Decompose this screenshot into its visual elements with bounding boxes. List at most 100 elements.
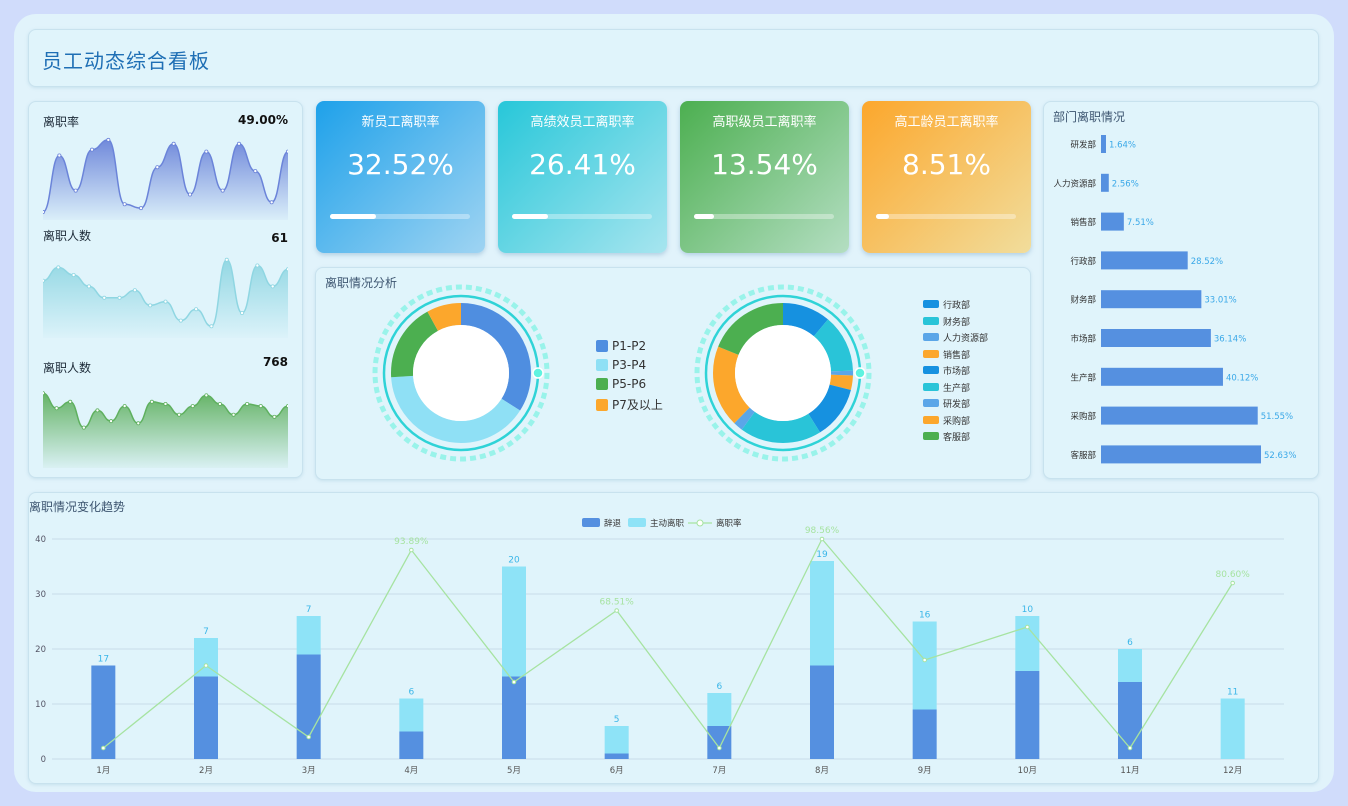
- bar-resign: [502, 566, 526, 677]
- legend-item[interactable]: P3-P4: [596, 358, 646, 372]
- sparkline-point: [81, 425, 86, 430]
- legend-swatch: [596, 378, 608, 390]
- legend-label: 销售部: [943, 350, 971, 361]
- dept-bar: [1101, 329, 1211, 347]
- legend-label: 研发部: [943, 400, 971, 410]
- legend-item[interactable]: 研发部: [923, 397, 970, 410]
- spark-label-count-2: 离职人数: [43, 361, 92, 375]
- sparkline-point: [220, 188, 225, 193]
- dept-bar: [1101, 212, 1124, 231]
- legend-label: 行政部: [943, 301, 971, 311]
- sparkline-point: [122, 202, 127, 207]
- dept-value-label: 28.52%: [1191, 257, 1223, 267]
- dept-name: 采购部: [1070, 411, 1096, 422]
- spark-value-count: 61: [271, 231, 288, 245]
- legend-label: P3-P4: [612, 358, 647, 372]
- legend-item[interactable]: 采购部: [923, 414, 970, 427]
- rate-label: 93.89%: [394, 537, 429, 547]
- legend-item[interactable]: 生产部: [923, 381, 970, 394]
- legend-swatch: [923, 316, 939, 325]
- legend-label: P1-P2: [612, 339, 647, 353]
- sparkline-point: [178, 318, 183, 323]
- x-tick-label: 3月: [302, 766, 316, 776]
- legend-item[interactable]: 销售部: [923, 348, 970, 361]
- sparkline-panel: 离职率 49.00% 离职人数 61 离职人数 768: [28, 101, 303, 478]
- spark-value-count-2: 768: [262, 355, 288, 369]
- bar-total-label: 7: [203, 627, 209, 637]
- dept-value-label: 52.63%: [1264, 451, 1296, 461]
- donut-marker: [532, 367, 544, 379]
- legend-item[interactable]: P7及以上: [596, 396, 663, 413]
- rate-sparkline: [43, 137, 288, 220]
- legend-label: P5-P6: [612, 377, 647, 391]
- page-title: 员工动态综合看板: [42, 49, 210, 73]
- kpi-label: 高绩效员工离职率: [530, 115, 635, 130]
- dept-bar: [1101, 173, 1109, 192]
- sparkline-point: [117, 295, 122, 300]
- sparkline-point: [54, 406, 59, 411]
- bar-resign: [1118, 649, 1142, 682]
- dept-bar-chart: 研发部 1.64% 人力资源部 2.56% 销售部 7.51% 行政部 28.52% 财务部 33…: [1053, 135, 1296, 464]
- legend-item[interactable]: 市场部: [923, 364, 970, 377]
- x-tick-label: 10月: [1018, 766, 1037, 776]
- sparkline-point: [148, 303, 153, 308]
- legend-item[interactable]: P5-P6: [596, 377, 646, 391]
- rate-point: [819, 536, 825, 542]
- sparkline-point: [286, 404, 288, 409]
- legend-label: 财务部: [943, 317, 971, 328]
- bar-dismiss: [91, 665, 116, 759]
- rate-point: [1127, 745, 1133, 751]
- x-tick-label: 7月: [712, 766, 726, 776]
- dept-bar: [1101, 367, 1223, 386]
- dept-value-label: 36.14%: [1214, 335, 1246, 345]
- sparkline-point: [190, 404, 195, 409]
- spark-label-rate: 离职率: [43, 115, 80, 129]
- donut-slice: [391, 303, 531, 443]
- legend-item[interactable]: P1-P2: [596, 339, 646, 353]
- sparkline-point: [270, 284, 275, 289]
- trend-title: 离职情况变化趋势: [29, 500, 126, 514]
- rate-point: [1025, 624, 1030, 630]
- bar-resign: [1220, 698, 1245, 759]
- legend-label-resign: 主动离职: [650, 518, 685, 529]
- dept-value-label: 33.01%: [1204, 296, 1236, 306]
- kpi-card-new-employee: 新员工离职率 32.52%: [316, 101, 485, 253]
- dept-name: 行政部: [1070, 256, 1096, 267]
- legend-item[interactable]: 财务部: [923, 315, 970, 328]
- kpi-label: 高职级员工离职率: [712, 115, 817, 130]
- rate-point: [306, 734, 311, 740]
- bar-total-label: 6: [1127, 638, 1133, 648]
- sparkline-point: [258, 404, 263, 409]
- bar-dismiss: [604, 753, 629, 759]
- dept-value-label: 51.55%: [1261, 412, 1293, 422]
- count-sparkline: [43, 257, 288, 338]
- dept-name: 客服部: [1070, 450, 1096, 461]
- trend-panel: 离职情况变化趋势 0 10 20 30 40 17 1月 7 2月 7 3月 6 4月 20 5月 5 6月 6 7…: [28, 492, 1319, 784]
- kpi-progress-fill: [694, 214, 714, 219]
- dept-bar: [1101, 135, 1106, 153]
- sparkline-point: [187, 192, 192, 197]
- bar-total-label: 17: [98, 655, 109, 665]
- legend-item[interactable]: 客服部: [923, 430, 970, 443]
- donut-dashed-ring: [694, 284, 872, 462]
- bar-resign: [399, 698, 424, 732]
- legend-item[interactable]: 行政部: [923, 298, 970, 311]
- y-tick-label: 10: [35, 700, 46, 710]
- kpi-progress-fill: [512, 214, 549, 219]
- sparkline-point: [177, 412, 182, 417]
- bar-dismiss: [912, 709, 937, 759]
- bar-dismiss: [194, 676, 218, 759]
- kpi-progress-track: [330, 214, 470, 219]
- bar-total-label: 7: [306, 605, 312, 615]
- legend-swatch: [923, 349, 939, 358]
- sparkline-point: [73, 188, 78, 193]
- sparkline-point: [217, 401, 222, 406]
- legend-label-dismiss: 辞退: [604, 518, 622, 529]
- sparkline-point: [236, 141, 241, 146]
- kpi-value: 8.51%: [902, 148, 991, 181]
- bar-dismiss: [1015, 671, 1040, 759]
- legend-swatch: [923, 415, 939, 424]
- sparkline-point: [194, 307, 199, 312]
- legend-item[interactable]: 人力资源部: [923, 331, 988, 344]
- analysis-panel: 离职情况分析 P1-P2 P3-P4 P5-P6 P7及以上 行政部 财务部 人力资源部销…: [315, 267, 1031, 480]
